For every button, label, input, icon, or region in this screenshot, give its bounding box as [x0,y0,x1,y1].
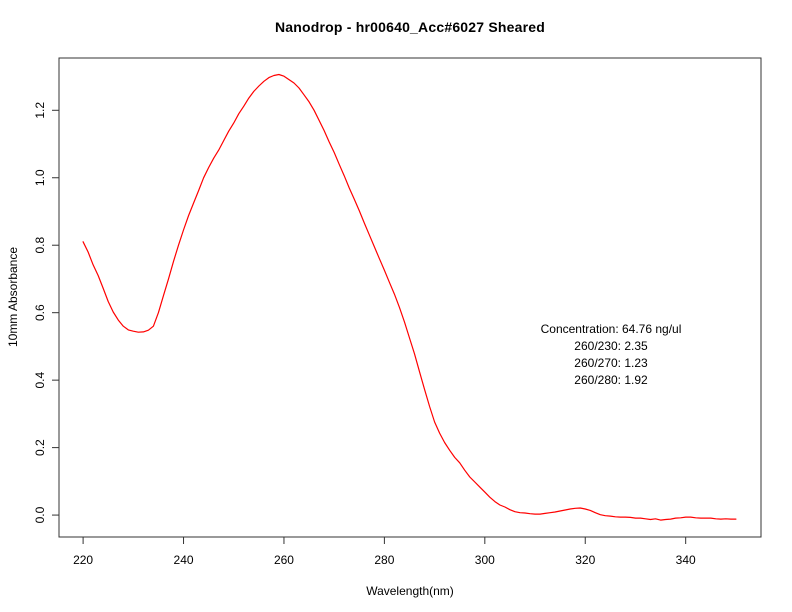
annotation-block: Concentration: 64.76 ng/ul 260/230: 2.35… [541,322,682,387]
spectrum-line [82,73,737,521]
annotation-concentration: Concentration: 64.76 ng/ul [541,322,682,336]
x-tick-label: 240 [174,553,194,567]
y-tick-label: 1.0 [33,169,47,186]
x-tick-label: 300 [475,553,495,567]
x-tick-label: 340 [676,553,696,567]
x-tick-label: 320 [575,553,595,567]
y-axis-ticks: 0.0 0.2 0.4 0.6 0.8 1.0 1.2 [33,102,59,523]
y-tick-label: 0.6 [33,304,47,321]
annotation-ratio-260-270: 260/270: 1.23 [574,356,648,370]
x-tick-label: 280 [374,553,394,567]
x-axis-ticks: 220 240 260 280 300 320 340 [73,537,696,567]
y-tick-label: 0.2 [33,439,47,456]
chart-title: Nanodrop - hr00640_Acc#6027 Sheared [274,19,545,35]
y-tick-label: 0.0 [33,506,47,523]
x-tick-label: 260 [274,553,294,567]
x-axis-label: Wavelength(nm) [366,584,454,598]
y-tick-label: 0.8 [33,237,47,254]
plot-border [58,57,762,538]
annotation-ratio-260-280: 260/280: 1.92 [574,373,648,387]
x-tick-label: 220 [73,553,93,567]
y-tick-label: 0.4 [33,371,47,388]
y-axis-label: 10mm Absorbance [6,247,20,347]
y-tick-label: 1.2 [33,102,47,119]
annotation-ratio-260-230: 260/230: 2.35 [574,339,648,353]
